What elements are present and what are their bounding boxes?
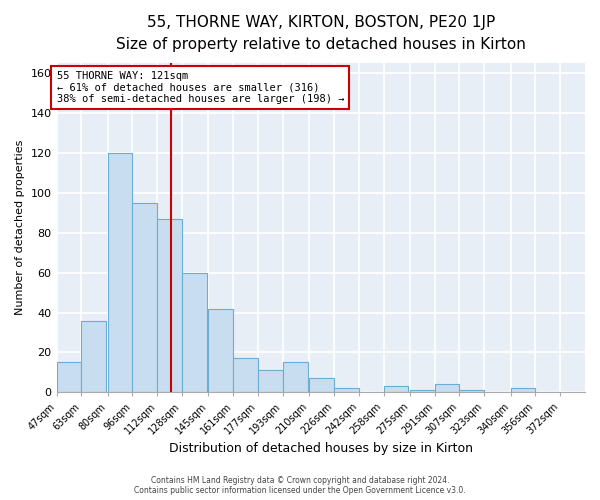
Bar [434,384,460,392]
Bar [82,320,106,392]
Bar [182,272,207,392]
Bar [258,370,283,392]
Bar [511,388,535,392]
Bar [283,362,308,392]
Bar [208,308,233,392]
Y-axis label: Number of detached properties: Number of detached properties [15,140,25,316]
Bar [233,358,258,392]
Bar [410,390,434,392]
Title: 55, THORNE WAY, KIRTON, BOSTON, PE20 1JP
Size of property relative to detached h: 55, THORNE WAY, KIRTON, BOSTON, PE20 1JP… [116,15,526,52]
Bar [133,203,157,392]
X-axis label: Distribution of detached houses by size in Kirton: Distribution of detached houses by size … [169,442,473,455]
Bar [157,219,182,392]
Text: 55 THORNE WAY: 121sqm
← 61% of detached houses are smaller (316)
38% of semi-det: 55 THORNE WAY: 121sqm ← 61% of detached … [56,71,344,104]
Bar [334,388,359,392]
Text: Contains HM Land Registry data © Crown copyright and database right 2024.
Contai: Contains HM Land Registry data © Crown c… [134,476,466,495]
Bar [383,386,409,392]
Bar [460,390,484,392]
Bar [56,362,82,392]
Bar [309,378,334,392]
Bar [107,153,133,392]
